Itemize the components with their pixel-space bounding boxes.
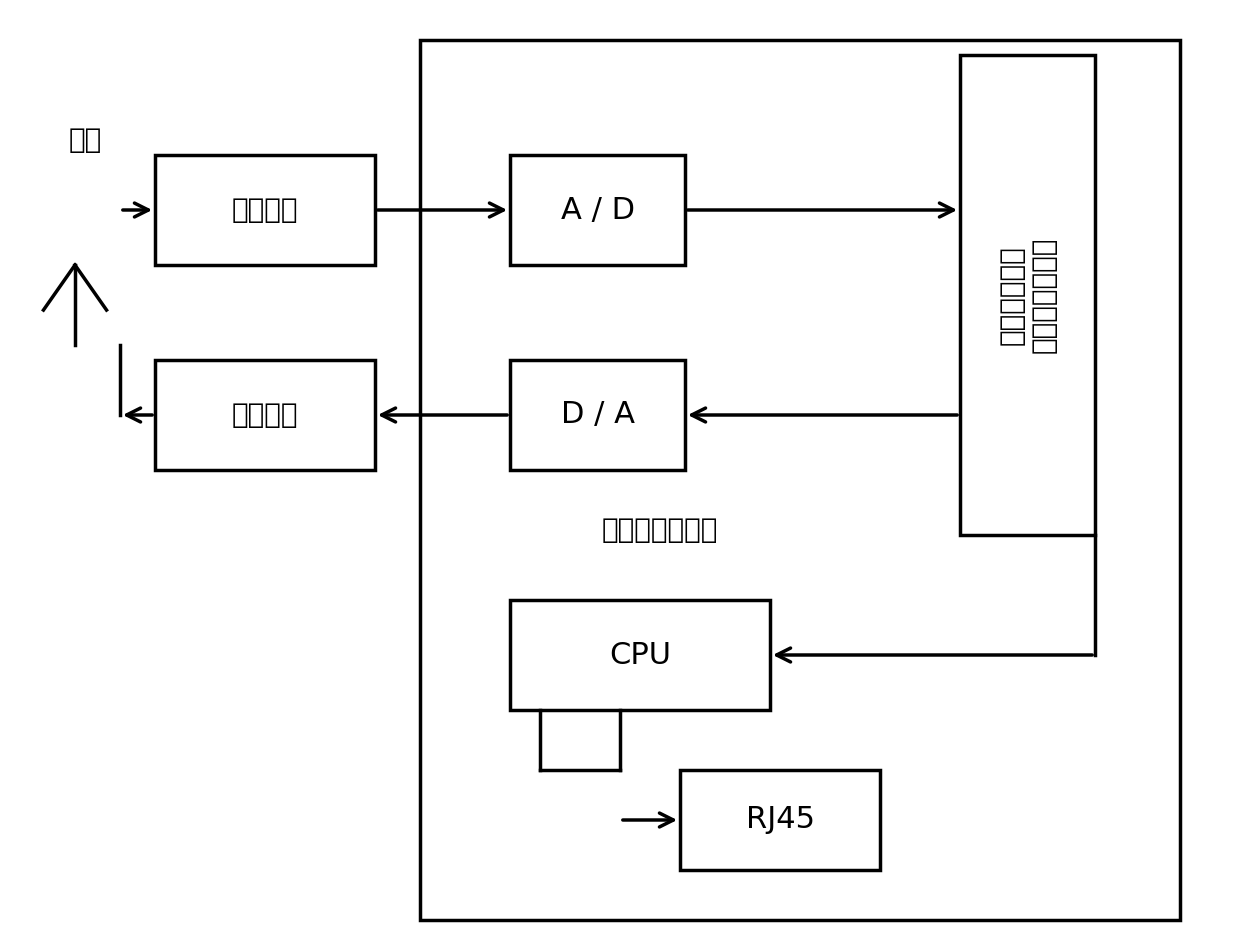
Bar <box>510 360 684 470</box>
Bar <box>420 40 1180 920</box>
Bar <box>680 770 880 870</box>
Bar <box>960 55 1095 535</box>
Text: D / A: D / A <box>560 401 635 429</box>
Bar <box>510 155 684 265</box>
Text: 数字中频采样
及基带处理单元: 数字中频采样 及基带处理单元 <box>997 237 1058 354</box>
Text: 数字基带处理板: 数字基带处理板 <box>601 516 718 544</box>
Text: A / D: A / D <box>560 195 635 224</box>
Text: CPU: CPU <box>609 640 671 670</box>
Bar <box>510 600 770 710</box>
Text: RJ45: RJ45 <box>745 805 815 835</box>
Bar <box>155 360 374 470</box>
Bar <box>155 155 374 265</box>
Text: 上变频器: 上变频器 <box>232 401 299 429</box>
Text: 天线: 天线 <box>68 126 102 154</box>
Text: 下变频器: 下变频器 <box>232 196 299 224</box>
